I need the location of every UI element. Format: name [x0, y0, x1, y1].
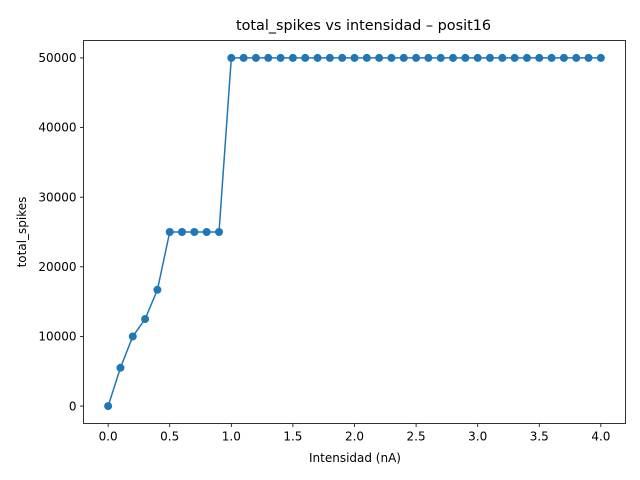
data-point [190, 228, 199, 236]
data-point [288, 53, 297, 62]
x-tick-label: 3.5 [530, 430, 549, 444]
data-point [498, 53, 507, 62]
data-point [251, 53, 260, 62]
data-point [572, 53, 581, 62]
y-tick-label: 0 [69, 399, 77, 413]
data-point [522, 53, 531, 62]
y-tick-label: 40000 [38, 121, 76, 135]
data-point [313, 53, 322, 62]
data-point [301, 53, 310, 62]
data-point [116, 363, 125, 372]
x-tick-label: 2.5 [407, 430, 426, 444]
data-point [375, 53, 384, 62]
data-point [276, 53, 285, 62]
data-point [510, 53, 519, 62]
series-layer [104, 53, 605, 411]
data-point [338, 53, 347, 62]
data-point [215, 228, 223, 236]
data-point [424, 53, 433, 62]
data-point [449, 53, 458, 62]
data-point [239, 53, 248, 62]
x-tick-label: 1.0 [222, 430, 241, 444]
data-point [461, 53, 470, 62]
y-axis-ticks: 0 10000 20000 30000 40000 50000 [38, 51, 84, 413]
y-tick-label: 50000 [38, 51, 76, 65]
data-point [584, 53, 593, 62]
data-point [559, 53, 568, 62]
data-point [141, 315, 150, 324]
x-tick-label: 2.0 [345, 430, 364, 444]
y-axis-label: total_spikes [15, 197, 29, 268]
chart-title: total_spikes vs intensidad – posit16 [236, 18, 491, 34]
data-point [387, 53, 396, 62]
data-point [104, 402, 113, 411]
data-point [165, 228, 174, 236]
data-point [202, 228, 211, 236]
y-tick-label: 30000 [38, 190, 76, 204]
data-point [412, 53, 421, 62]
data-point [596, 53, 605, 62]
x-tick-label: 0.0 [99, 430, 118, 444]
data-point [128, 332, 137, 341]
data-point [436, 53, 445, 62]
x-tick-label: 4.0 [591, 430, 610, 444]
data-point [325, 53, 334, 62]
data-point [362, 53, 371, 62]
data-point [486, 53, 494, 62]
data-point [547, 53, 556, 62]
data-point [399, 53, 408, 62]
data-point [227, 53, 236, 62]
x-tick-label: 1.5 [283, 430, 302, 444]
data-point [178, 228, 187, 236]
data-point [535, 53, 544, 62]
y-tick-label: 20000 [38, 260, 76, 274]
x-tick-label: 0.5 [160, 430, 179, 444]
x-axis-label: Intensidad (nA) [309, 451, 401, 465]
data-point [473, 53, 482, 62]
y-tick-label: 10000 [38, 330, 76, 344]
x-axis-ticks: 0.0 0.5 1.0 1.5 2.0 2.5 3.0 3.5 4.0 [99, 423, 610, 444]
x-tick-label: 3.0 [468, 430, 487, 444]
data-point [264, 53, 273, 62]
data-point [153, 285, 162, 294]
plot-area [83, 40, 626, 424]
data-point [350, 53, 359, 62]
